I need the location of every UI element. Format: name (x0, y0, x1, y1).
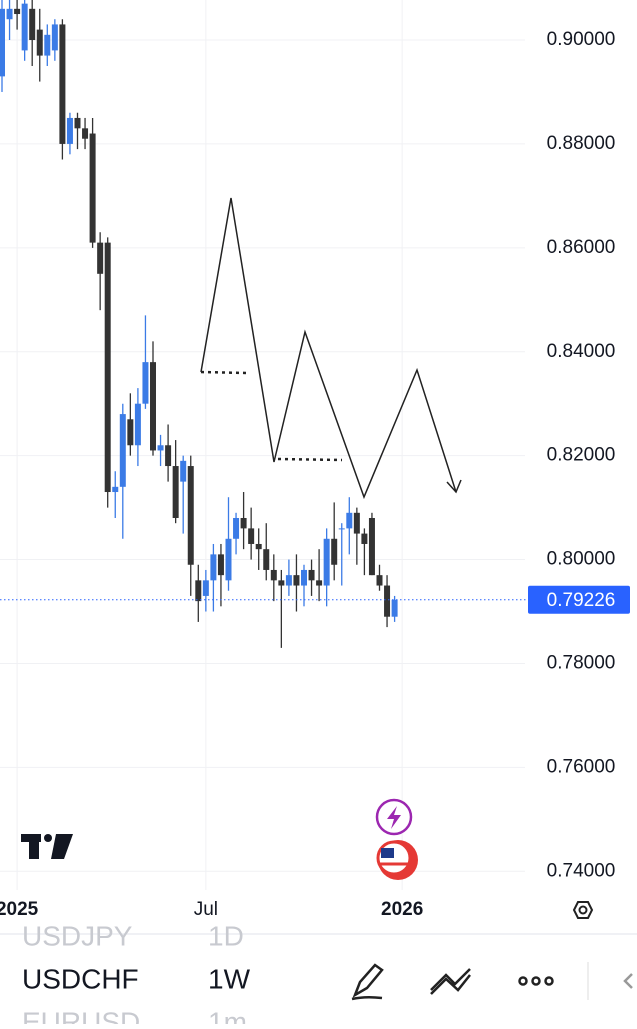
candle-body (29, 8, 36, 41)
x-tick-label: Jul (194, 899, 218, 920)
candle-body (331, 538, 338, 565)
candle-body (187, 466, 194, 565)
candle-body (14, 8, 21, 15)
candle-body (308, 569, 315, 581)
y-tick-label: 0.88000 (547, 133, 616, 154)
candle-body (142, 362, 149, 404)
event-icons[interactable] (375, 798, 418, 880)
candle-body (376, 575, 383, 586)
candle-body (368, 517, 375, 576)
candle-body (150, 362, 156, 451)
candle-body (119, 414, 126, 487)
candle-body (353, 512, 360, 534)
candle-body (255, 543, 262, 550)
y-tick-label: 0.76000 (547, 756, 616, 777)
symbol: USDCHF (22, 963, 139, 994)
interval: 1m (208, 1006, 247, 1024)
interval: 1D (208, 920, 244, 951)
collapse-icon[interactable] (623, 973, 633, 989)
symbol: EURUSD (22, 1006, 140, 1024)
y-tick-label: 0.78000 (547, 652, 616, 673)
tradingview-logo[interactable] (21, 834, 73, 859)
candle-body (248, 528, 255, 544)
candle-body (165, 445, 172, 467)
x-tick-label: 2025 (0, 899, 39, 920)
candle-body (323, 538, 330, 586)
candle-body (316, 580, 323, 586)
candle-body (263, 549, 270, 570)
y-tick-label: 0.90000 (547, 29, 616, 50)
candle-body (293, 575, 300, 586)
candle-body (21, 3, 28, 51)
y-tick-label: 0.86000 (547, 237, 616, 258)
candle-body (180, 460, 187, 482)
candle-body (6, 8, 13, 20)
settings-icon[interactable] (572, 901, 594, 919)
candle-body (127, 419, 134, 446)
candle-body (217, 554, 224, 576)
candle-body (172, 466, 179, 518)
candle-body (134, 403, 141, 446)
last-price-box (528, 585, 630, 614)
toolbar (351, 962, 633, 1001)
candle-body (225, 538, 232, 581)
candle-body (270, 569, 277, 581)
y-tick-label: 0.82000 (547, 445, 616, 466)
candle-body (157, 445, 164, 451)
candle-body (301, 569, 307, 586)
candle-body (36, 29, 43, 56)
candle-body (66, 117, 73, 144)
candle-body (97, 242, 104, 274)
interval: 1W (208, 963, 251, 994)
candle-body (202, 580, 209, 596)
candle-body (391, 599, 398, 617)
draw-icon[interactable] (351, 963, 384, 1001)
candle-body (240, 517, 247, 529)
candle-body (104, 242, 111, 493)
y-tick-label: 0.80000 (547, 549, 616, 570)
candle-body (74, 117, 81, 129)
last-price-label: 0.79226 (547, 590, 616, 611)
candle-body (338, 528, 345, 530)
candle-body (82, 128, 89, 139)
x-tick-label: 2026 (381, 899, 423, 920)
drawing (200, 197, 462, 500)
symbol: USDJPY (22, 920, 133, 951)
candle-body (278, 580, 285, 586)
y-tick-label: 0.84000 (547, 341, 616, 362)
candle-body (0, 8, 5, 77)
candle-body (384, 585, 391, 617)
candle-body (210, 554, 217, 581)
candle-body (51, 24, 58, 51)
candle-body (361, 533, 368, 544)
candle-body (89, 133, 96, 243)
candle-body (59, 24, 66, 144)
y-tick-label: 0.74000 (547, 860, 616, 881)
more-icon[interactable] (518, 976, 554, 986)
chart-type-icon[interactable] (430, 968, 471, 995)
candle-body (112, 486, 119, 493)
candle-body (195, 580, 202, 602)
candle-body (285, 575, 292, 586)
candle-body (233, 517, 240, 539)
candle-body (44, 34, 51, 56)
candle-body (346, 512, 353, 529)
